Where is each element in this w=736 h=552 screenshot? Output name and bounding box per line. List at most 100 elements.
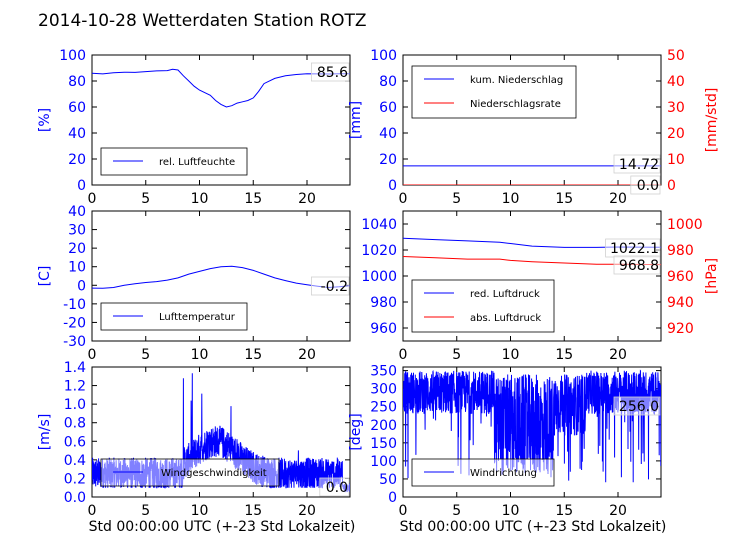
- y-tick-label-right: 0: [667, 178, 676, 194]
- value-label: 256.0: [619, 399, 659, 415]
- legend-box: [411, 65, 577, 119]
- y-tick-label: 1020: [361, 243, 397, 259]
- panel-6: 0 5 10 15 20050100150200250300350[deg]Windri…: [348, 364, 662, 519]
- x-tick-label: 0: [399, 503, 408, 519]
- y-tick-label: 80: [379, 74, 397, 90]
- value-box: [613, 154, 661, 174]
- x-tick-label: 0: [88, 503, 97, 519]
- x-tick-label: 5: [452, 503, 461, 519]
- y-axis-label-right: [hPa]: [704, 258, 720, 294]
- legend-box: [100, 147, 248, 176]
- x-tick-label: 5: [141, 503, 150, 519]
- legend-label: rel. Luftfeuchte: [159, 157, 235, 168]
- y-tick-label: 0: [388, 178, 397, 194]
- y-tick-label: 0.6: [64, 434, 86, 450]
- panel-2: 0 5 10 15 20 0 20 40 60 80 100 0 10 20 30 40 50 [mm] [mm/s…: [348, 48, 720, 207]
- y-tick-label: -30: [63, 334, 86, 350]
- y-tick-label: 1040: [361, 217, 397, 233]
- y-tick-label-right: 30: [667, 100, 685, 116]
- x-tick-label: 5: [141, 347, 150, 363]
- panel-1: 0 5 10 15 20 0 20 40 60 80 100 [%] rel. Luftfeuchte 8…: [37, 48, 351, 207]
- y-tick-label: 250: [370, 400, 397, 416]
- y-tick-label-right: 980: [667, 243, 694, 259]
- x-tick-label: 0: [88, 347, 97, 363]
- y-tick-label-right: 1000: [667, 217, 703, 233]
- y-tick-label: 50: [379, 472, 397, 488]
- value-label: 0.0: [326, 480, 348, 496]
- y-tick-label: 0.8: [64, 416, 86, 432]
- y-tick-label-right: 920: [667, 321, 694, 337]
- value-box: [630, 175, 661, 195]
- value-label: 1022.1: [610, 241, 659, 257]
- x-tick-label: 15: [244, 191, 262, 207]
- y-tick-label: 0: [77, 278, 86, 294]
- y-tick-label: 20: [379, 152, 397, 168]
- y-tick-label: 1.4: [64, 360, 86, 376]
- value-label: 0.0: [637, 178, 659, 194]
- x-tick-label: 10: [191, 191, 209, 207]
- y-tick-label: 100: [59, 48, 86, 64]
- y-tick-label: 20: [68, 241, 86, 257]
- x-tick-label: 5: [452, 347, 461, 363]
- value-box: [613, 255, 661, 275]
- y-tick-label: 30: [68, 223, 86, 239]
- y-axis-label: [deg]: [348, 413, 364, 450]
- legend-label: Niederschlagsrate: [470, 99, 561, 110]
- value-box: [319, 477, 350, 497]
- y-tick-label: 60: [68, 100, 86, 116]
- x-tick-label: 20: [609, 347, 627, 363]
- x-tick-label: 20: [609, 191, 627, 207]
- y-tick-label-right: 10: [667, 152, 685, 168]
- x-tick-label: 15: [244, 347, 262, 363]
- y-tick-label: 10: [68, 260, 86, 276]
- y-axis-label: [C]: [37, 266, 53, 287]
- y-tick-label: 150: [370, 436, 397, 452]
- series-line-2: [403, 256, 661, 266]
- x-tick-label: 0: [399, 347, 408, 363]
- y-tick-label: 0.4: [64, 453, 86, 469]
- legend-label: kum. Niederschlag: [470, 75, 563, 86]
- legend-label: abs. Luftdruck: [470, 313, 541, 324]
- x-tick-label: 20: [298, 503, 316, 519]
- legend-label: Lufttemperatur: [159, 312, 236, 323]
- y-tick-label: 80: [68, 74, 86, 90]
- legend-box: [411, 279, 555, 333]
- y-tick-label: -20: [63, 315, 86, 331]
- y-tick-label-right: 20: [667, 126, 685, 142]
- y-tick-label: -10: [63, 297, 86, 313]
- legend-label: red. Luftdruck: [470, 289, 540, 300]
- y-tick-label: 100: [370, 454, 397, 470]
- y-axis-label: [m/s]: [37, 414, 53, 451]
- y-axis-label-right: [mm/std]: [704, 88, 720, 153]
- x-tick-label: 0: [88, 191, 97, 207]
- x-tick-label: 15: [555, 503, 573, 519]
- y-tick-label: 40: [379, 126, 397, 142]
- y-tick-label: 1000: [361, 269, 397, 285]
- y-axis-label: [mm]: [348, 101, 364, 139]
- y-tick-label: 350: [370, 364, 397, 380]
- y-tick-label: 100: [370, 48, 397, 64]
- panel-4: 0 5 10 15 20 960 980 1000 1020 1040 920 940 960 980 10…: [361, 210, 720, 363]
- x-tick-label: 20: [609, 503, 627, 519]
- y-tick-label-right: 40: [667, 74, 685, 90]
- value-box: [310, 276, 350, 296]
- y-tick-label: 200: [370, 418, 397, 434]
- value-label: 14.72: [619, 157, 659, 173]
- y-tick-label: 1.2: [64, 379, 86, 395]
- series-line-1: [92, 68, 350, 108]
- panel-3: 0 5 10 15 20 -30 -20 -10 0 10 20 30 40 [C] Lufttempera…: [37, 204, 351, 363]
- value-box: [613, 396, 661, 416]
- y-tick-label-right: 50: [667, 48, 685, 64]
- x-tick-label: 20: [298, 347, 316, 363]
- x-tick-label: 0: [399, 191, 408, 207]
- x-tick-label: 10: [502, 191, 520, 207]
- y-tick-label: 40: [68, 126, 86, 142]
- x-tick-label: 15: [555, 191, 573, 207]
- legend-label: Windgeschwindigkeit: [161, 468, 267, 479]
- value-label: 968.8: [619, 258, 659, 274]
- y-tick-label: 960: [370, 321, 397, 337]
- y-tick-label-right: 960: [667, 269, 694, 285]
- value-label: -0.2: [321, 279, 348, 295]
- x-tick-label: 10: [191, 503, 209, 519]
